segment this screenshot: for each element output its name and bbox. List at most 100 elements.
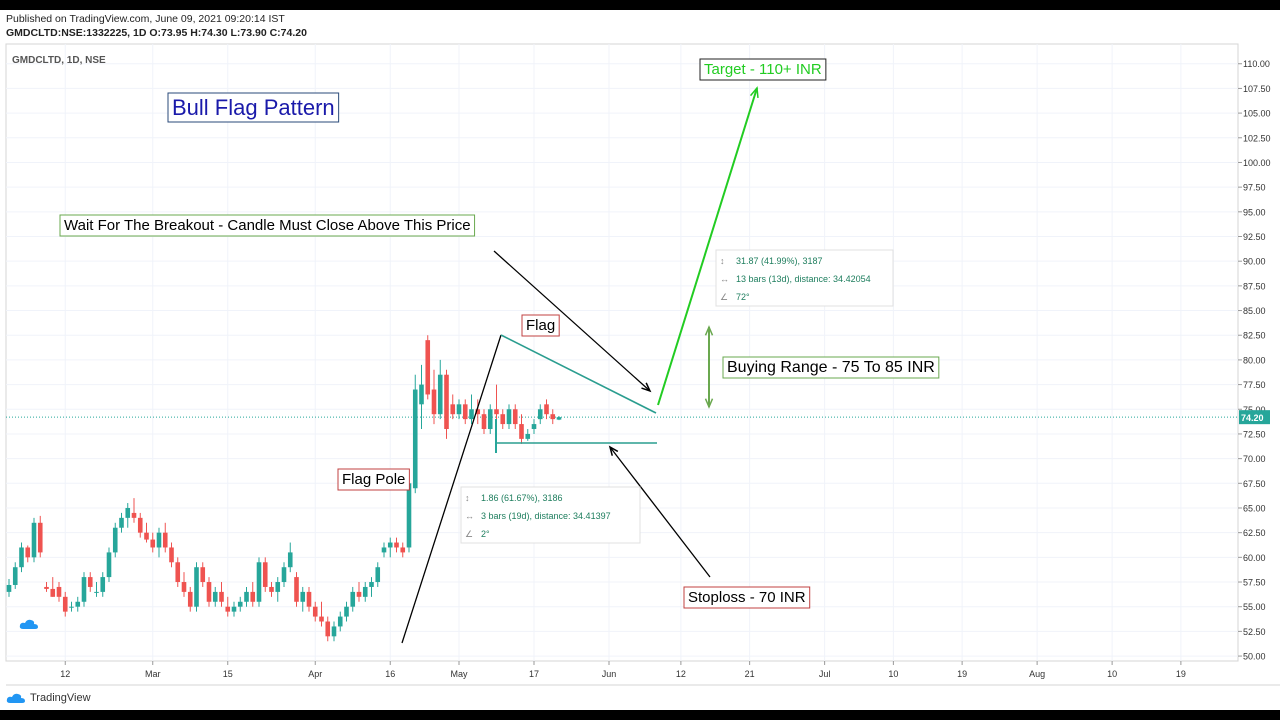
candle-body xyxy=(387,542,393,548)
candle-body xyxy=(256,562,262,602)
buying-range-note-text: Buying Range - 75 To 85 INR xyxy=(727,359,935,376)
measure-info-lower-panel xyxy=(460,486,641,544)
candle-body xyxy=(131,512,137,518)
target-note-text: Target - 110+ INR xyxy=(704,61,822,78)
candle-body xyxy=(6,584,12,592)
candle-body xyxy=(556,417,562,420)
candle-body xyxy=(537,409,543,420)
title-box[interactable] xyxy=(167,92,340,123)
candle-body xyxy=(525,433,531,439)
candle-body xyxy=(219,591,224,602)
angle-icon: ∠ xyxy=(465,529,473,539)
flag-note-box[interactable] xyxy=(521,314,560,337)
stoploss-note-text: Stoploss - 70 INR xyxy=(688,589,806,606)
breakout-note-box[interactable] xyxy=(59,214,476,237)
y-tick-label: 57.50 xyxy=(1243,578,1266,588)
target-arrow xyxy=(657,87,758,406)
y-tick-label: 102.50 xyxy=(1243,133,1271,143)
y-tick-label: 77.50 xyxy=(1243,380,1266,390)
y-tick-label: 95.00 xyxy=(1243,207,1266,217)
candle-body xyxy=(487,409,493,430)
candle-body xyxy=(150,539,156,548)
candle-body xyxy=(519,424,524,439)
candle-body xyxy=(119,517,124,528)
candle-body xyxy=(181,582,187,592)
y-tick-label: 65.00 xyxy=(1243,503,1266,513)
flag-pole-line xyxy=(401,334,502,644)
candle-body xyxy=(44,586,49,589)
candle-body xyxy=(294,577,299,602)
y-tick-label: 72.50 xyxy=(1243,429,1266,439)
candle-body xyxy=(356,591,362,597)
measure-info-lower-line: 3 bars (19d), distance: 34.41397 xyxy=(481,511,611,521)
measure-info-upper-line: 31.87 (41.99%), 3187 xyxy=(736,256,823,266)
candle-body xyxy=(175,562,181,583)
candle-body xyxy=(319,616,324,622)
measure-info-upper-line: 13 bars (13d), distance: 34.42054 xyxy=(736,274,871,284)
candle-body xyxy=(300,591,306,602)
y-tick-label: 105.00 xyxy=(1243,109,1271,119)
candle-body xyxy=(331,626,337,637)
chart-symbol-label: GMDCLTD, 1D, NSE xyxy=(12,55,106,66)
candle-body xyxy=(56,586,62,597)
candle-body xyxy=(25,547,31,558)
buying-range-arrow-top xyxy=(704,325,714,336)
x-tick-label: 19 xyxy=(1176,669,1186,679)
breakout-arrow-head xyxy=(641,382,652,393)
plot-area xyxy=(5,43,1239,662)
candle-body xyxy=(312,606,318,617)
y-tick-label: 80.00 xyxy=(1243,355,1266,365)
y-tick-label: 85.00 xyxy=(1243,306,1266,316)
y-tick-label: 90.00 xyxy=(1243,257,1266,267)
candle-body xyxy=(12,567,18,585)
target-note-box[interactable] xyxy=(699,58,827,81)
candle-body xyxy=(69,606,74,608)
candle-body xyxy=(281,567,287,583)
flag-pole-note-box[interactable] xyxy=(337,468,410,491)
candle-body xyxy=(381,547,387,553)
candle-body xyxy=(94,591,99,593)
candle-body xyxy=(262,562,268,587)
candle-body xyxy=(337,616,343,627)
candle-body xyxy=(450,404,456,415)
vertical-measure-icon: ↕ xyxy=(720,256,725,266)
candle-body xyxy=(394,542,399,548)
candle-body xyxy=(344,606,349,617)
candle-body xyxy=(87,577,93,587)
candle-body xyxy=(187,591,193,607)
price-chart[interactable]: 50.00 52.50 55.00 57.50 60.00 62.50 65.00 67.50… xyxy=(0,10,1280,710)
breakout-note-text: Wait For The Breakout - Candle Must Clos… xyxy=(64,217,471,234)
buying-range-note-box[interactable] xyxy=(722,356,940,379)
x-tick-label: 15 xyxy=(223,669,233,679)
candle-body xyxy=(244,591,249,602)
x-tick-label: 12 xyxy=(60,669,70,679)
candle-body xyxy=(19,547,24,568)
stoploss-note-box[interactable] xyxy=(683,586,811,609)
candle-body xyxy=(375,567,381,583)
candle-body xyxy=(437,374,443,415)
flag-upper-trendline xyxy=(500,334,657,414)
candle-body xyxy=(462,404,468,420)
candle-body xyxy=(494,409,499,415)
candle-body xyxy=(444,374,449,430)
candle-body xyxy=(469,409,474,420)
candle-body xyxy=(512,409,518,425)
candle-body xyxy=(137,517,143,533)
y-tick-label: 75.00 xyxy=(1243,405,1266,415)
buying-range-arrow-bottom xyxy=(704,398,714,409)
x-tick-label: Mar xyxy=(145,669,161,679)
cloud-logo-icon xyxy=(6,693,26,703)
measure-info-upper-line: 72° xyxy=(736,292,750,302)
candle-body xyxy=(531,424,537,430)
tradingview-brand[interactable]: TradingView xyxy=(6,692,91,704)
x-tick-label: 10 xyxy=(888,669,898,679)
candle-body xyxy=(431,389,437,415)
y-tick-label: 110.00 xyxy=(1243,59,1270,69)
measure-info-lower-line: 1.86 (61.67%), 3186 xyxy=(481,493,563,503)
vertical-measure-icon: ↕ xyxy=(465,493,470,503)
candle-body xyxy=(194,567,199,607)
candle-body xyxy=(200,567,206,583)
candle-body xyxy=(156,532,162,548)
angle-icon: ∠ xyxy=(720,292,728,302)
x-tick-label: Jul xyxy=(819,669,831,679)
